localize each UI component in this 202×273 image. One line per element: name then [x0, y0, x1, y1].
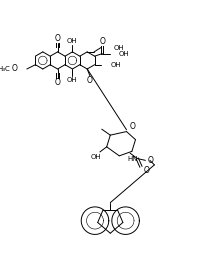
Text: OH: OH — [67, 77, 77, 83]
Text: HN: HN — [127, 156, 137, 162]
Text: O: O — [11, 64, 17, 73]
Text: O: O — [143, 166, 149, 175]
Text: O: O — [54, 34, 60, 43]
Text: H₃C: H₃C — [0, 66, 10, 72]
Text: O: O — [128, 122, 134, 131]
Text: O: O — [54, 78, 60, 87]
Text: OH: OH — [90, 154, 101, 160]
Text: OH: OH — [113, 44, 123, 51]
Text: OH: OH — [67, 38, 77, 44]
Text: OH: OH — [110, 62, 121, 68]
Text: O: O — [86, 76, 92, 85]
Text: OH: OH — [118, 51, 129, 57]
Text: O: O — [99, 37, 105, 46]
Text: O: O — [147, 156, 153, 165]
